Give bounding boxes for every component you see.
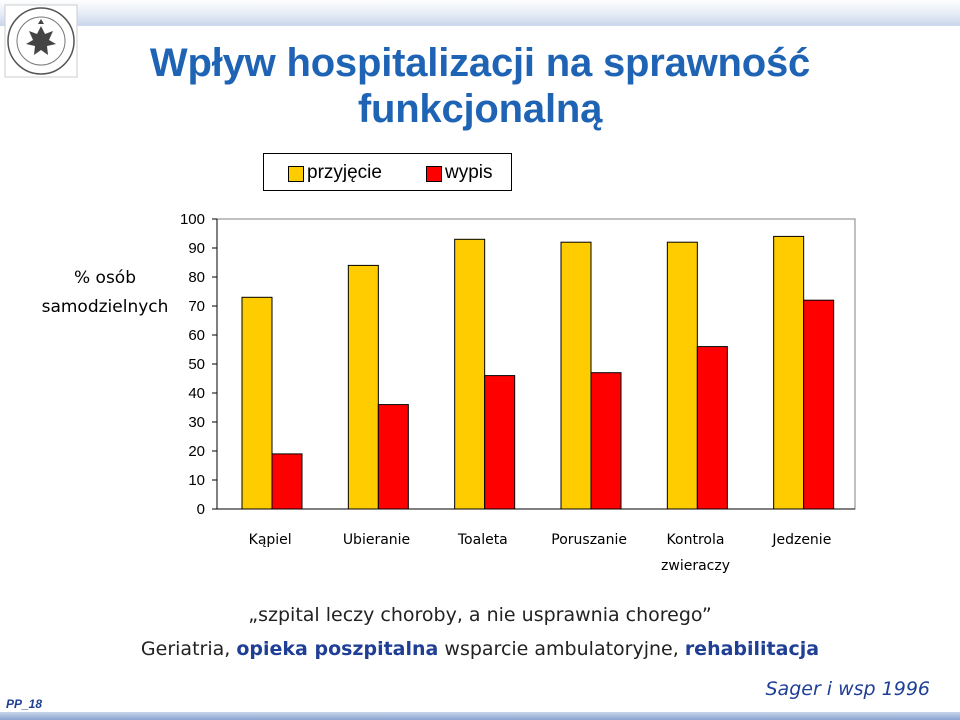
bottom-band (0, 712, 960, 720)
bar-wypis (696, 346, 728, 510)
y-tick-label: 80 (188, 269, 205, 286)
bar-przyjecie (454, 238, 486, 510)
slide-title: Wpływ hospitalizacji na sprawność funkcj… (149, 41, 811, 131)
x-category-label: Jedzenie (771, 532, 831, 548)
caption-part-2: opieka poszpitalna (236, 638, 439, 660)
legend-swatch-przyjecie (288, 166, 304, 182)
y-tick-label: 30 (188, 414, 205, 431)
x-category-label: Kąpiel (249, 532, 292, 548)
citation: Sager i wsp 1996 (765, 678, 930, 700)
bar-przyjecie (666, 241, 698, 510)
bar-wypis (271, 453, 303, 510)
y-tick-label: 0 (197, 501, 205, 518)
university-seal-icon (4, 4, 78, 78)
slide-id: PP_18 (6, 697, 43, 711)
bar-przyjecie (560, 241, 592, 510)
bar-przyjecie (241, 296, 273, 510)
y-axis-label: % osób samodzielnych (41, 268, 169, 317)
x-category-label: Kontrola zwieraczy (661, 532, 730, 574)
caption-part-4: rehabilitacja (684, 638, 820, 660)
y-tick-label: 60 (188, 327, 205, 344)
bar-wypis (484, 375, 516, 510)
y-tick-label: 10 (188, 472, 205, 489)
caption-quote: „szpital leczy choroby, a nie usprawnia … (248, 604, 712, 626)
plot-area (216, 218, 856, 510)
x-category-label: Ubieranie (343, 532, 410, 548)
bar-chart: 0 10 20 30 40 50 60 70 80 90 100 Kąpiel Ubieranie Toa… (180, 211, 856, 574)
caption-recommendations: Geriatria, opieka poszpitalna wsparcie a… (0, 638, 960, 660)
y-tick-label: 90 (188, 240, 205, 257)
y-tick-label: 70 (188, 298, 205, 315)
y-tick-label: 100 (180, 211, 205, 228)
x-category-label: Poruszanie (551, 532, 627, 548)
legend-swatch-wypis (426, 166, 442, 182)
bar-przyjecie (773, 235, 805, 510)
legend-label-przyjecie: przyjęcie (307, 162, 382, 183)
y-tick-label: 20 (188, 443, 205, 460)
caption-part-1: Geriatria, (140, 638, 237, 660)
x-category-label: Toaleta (457, 532, 508, 548)
bar-wypis (803, 299, 835, 510)
bar-wypis (377, 404, 409, 510)
y-tick-label: 40 (188, 385, 205, 402)
bar-wypis (590, 372, 622, 510)
top-band (0, 0, 960, 26)
caption-part-3: wsparcie ambulatoryjne, (438, 638, 685, 660)
chart-legend: przyjęcie wypis (263, 153, 512, 191)
legend-label-wypis: wypis (445, 162, 493, 183)
y-tick-label: 50 (188, 356, 205, 373)
bar-przyjecie (347, 264, 379, 510)
